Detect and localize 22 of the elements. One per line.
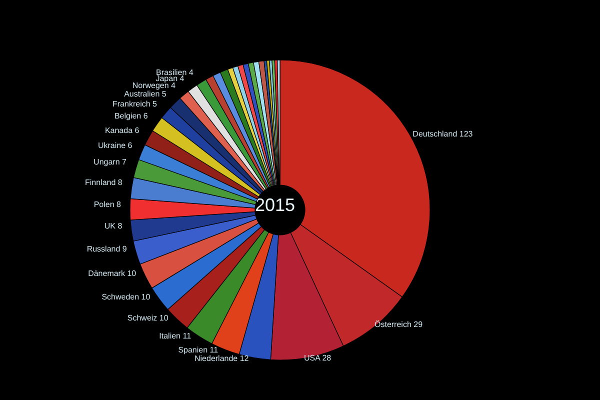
slice-label: Ungarn 7 — [94, 158, 128, 167]
slice-label: Kanada 6 — [104, 126, 140, 135]
text: 2015 — [254, 195, 296, 215]
slice-label: Österreich 29 — [374, 320, 424, 330]
slice-label: Japan 4 — [156, 74, 185, 84]
slice-label: Ukraine 6 — [98, 140, 133, 150]
slice-label: Dänemark 10 — [88, 269, 137, 278]
slice-label: Niederlande 12 — [194, 354, 250, 364]
slice-label: UK 8 — [104, 222, 123, 231]
slice-label: Spanien 11 — [178, 346, 219, 355]
slice-label: Italien 11 — [159, 332, 192, 341]
slice-label: Schweden 10 — [102, 292, 151, 302]
slice-label: Russland 9 — [86, 244, 128, 254]
slice-label: Polen 8 — [94, 200, 122, 209]
slice-label: Frankreich 5 — [112, 100, 158, 109]
slice-label: Belgien 6 — [114, 112, 148, 121]
slice-label: Australien 5 — [124, 89, 167, 98]
slice-label: Schweiz 10 — [127, 314, 169, 323]
slice-label: Brasilien 4 — [156, 68, 194, 77]
slice-label: Finnland 8 — [85, 178, 123, 187]
slice-label: USA 28 — [304, 354, 332, 363]
slice-label: Deutschland 123 — [412, 129, 474, 138]
